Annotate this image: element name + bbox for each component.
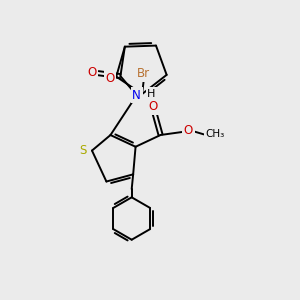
Text: O: O bbox=[87, 66, 97, 79]
Text: O: O bbox=[148, 100, 158, 113]
Text: Br: Br bbox=[137, 67, 150, 80]
Text: H: H bbox=[147, 89, 155, 99]
Text: O: O bbox=[105, 72, 114, 85]
Text: N: N bbox=[132, 89, 141, 102]
Text: CH₃: CH₃ bbox=[206, 129, 225, 140]
Text: O: O bbox=[184, 124, 193, 137]
Text: S: S bbox=[80, 144, 87, 157]
